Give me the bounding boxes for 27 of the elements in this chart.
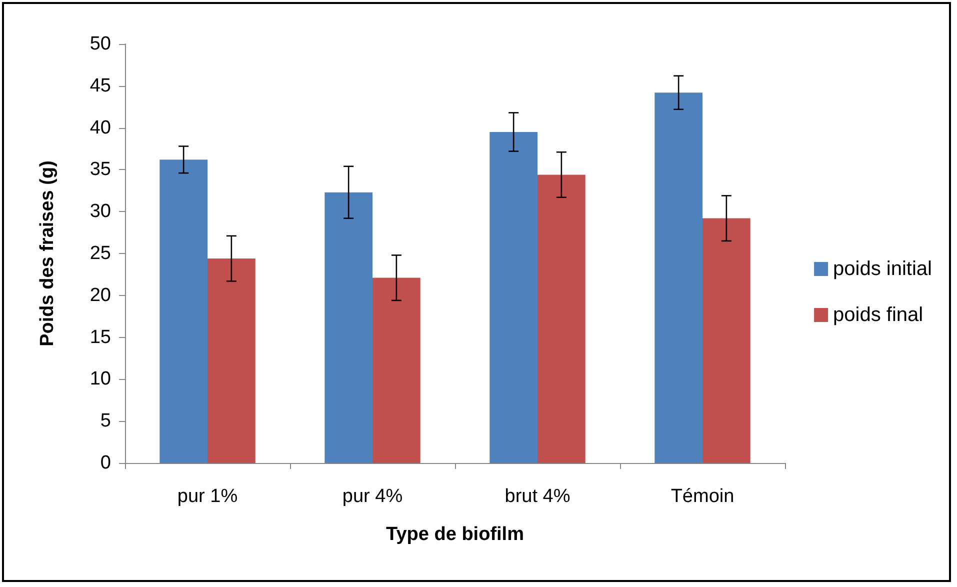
legend-label: poids final [833,304,924,326]
y-tick-label: 20 [90,284,111,306]
x-tick-label: brut 4% [504,486,570,507]
bar [490,132,538,463]
x-tick-label: Témoin [670,486,734,507]
x-axis-title: Type de biofilm [386,524,524,545]
bar [160,160,208,463]
y-tick-label: 30 [90,201,111,222]
bar [538,174,586,463]
y-axis-title: Poids des fraises (g) [37,160,58,346]
y-tick-label: 45 [90,75,111,96]
bar [324,192,372,463]
y-tick-label: 25 [90,243,111,264]
bar [654,92,702,463]
y-tick-label: 35 [90,159,111,180]
bar [702,218,750,463]
bar [372,278,420,463]
y-tick-label: 15 [90,326,111,348]
y-tick-label: 5 [100,410,111,432]
x-tick-label: pur 4% [342,486,403,507]
y-tick-label: 40 [90,117,111,138]
y-tick-label: 50 [90,34,111,54]
x-tick-label: pur 1% [177,486,238,507]
legend-label: poids initial [833,258,932,280]
bar [208,258,256,463]
y-tick-label: 0 [100,452,111,474]
y-tick-label: 10 [90,368,111,390]
